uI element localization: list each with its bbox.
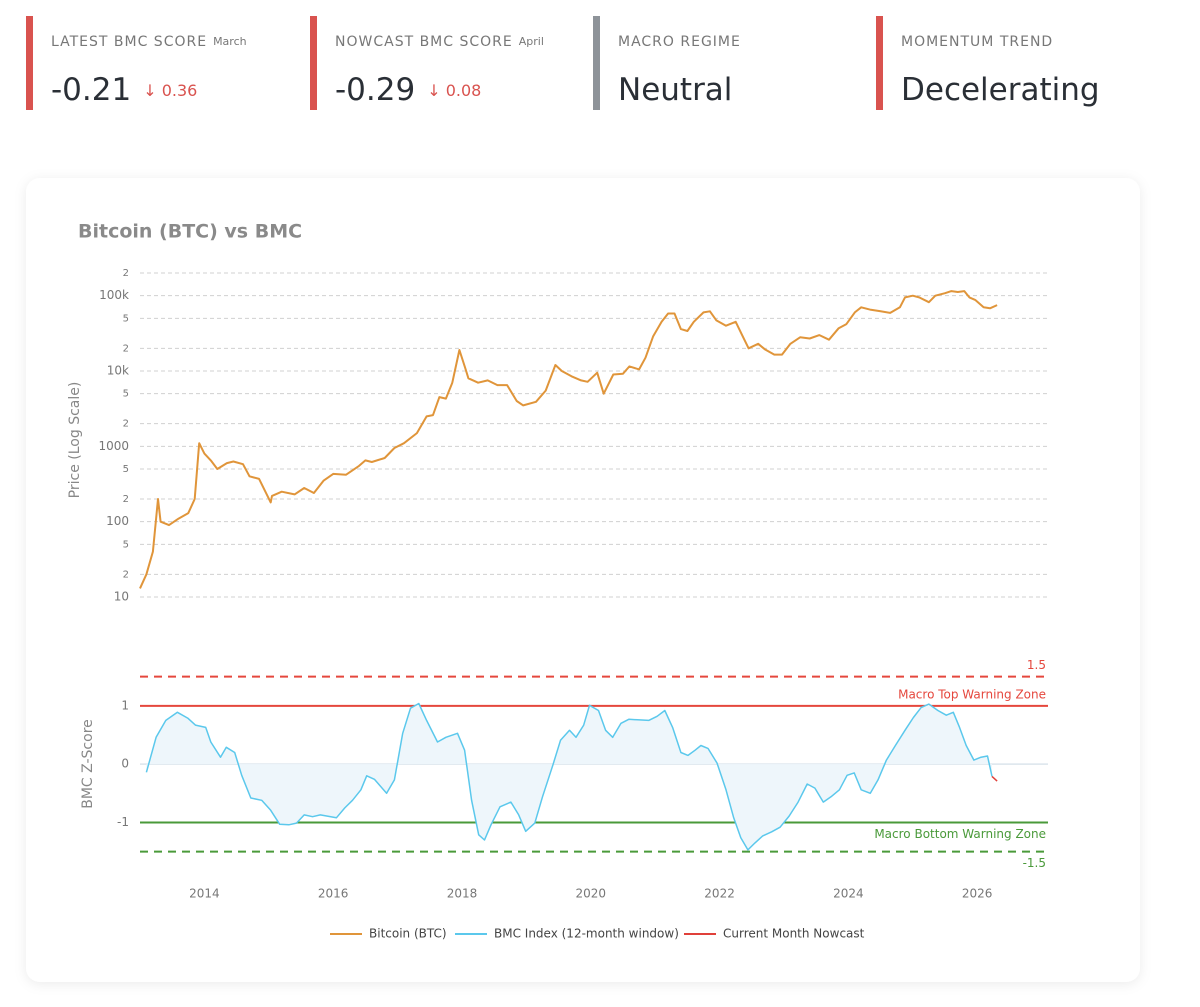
card-value: -0.29 ↓ 0.08 (335, 72, 481, 108)
card-period: March (213, 35, 247, 48)
card-value: Neutral (618, 72, 732, 108)
y-tick-label: 2 (123, 343, 129, 354)
card-label-text: LATEST BMC SCORE (51, 34, 207, 50)
x-tick-label: 2024 (833, 887, 864, 901)
line (145, 702, 993, 851)
y-tick-label: 100k (99, 288, 129, 302)
y-tick-label: 5 (123, 539, 129, 550)
card-change: ↓ 0.36 (143, 81, 197, 100)
area (146, 703, 992, 850)
card-change: ↓ 0.08 (427, 81, 481, 100)
y-tick-label: 0 (121, 757, 129, 771)
card-label: LATEST BMC SCORE March (51, 34, 247, 50)
line (991, 775, 998, 782)
reference-label: Macro Bottom Warning Zone (874, 827, 1046, 841)
y-tick-label: 10k (107, 364, 129, 378)
x-tick-label: 2020 (576, 887, 607, 901)
y-tick-label: 10 (114, 590, 129, 604)
x-tick-label: 2026 (962, 887, 993, 901)
y-tick-label: 5 (123, 313, 129, 324)
y-tick-label: 1 (121, 698, 129, 712)
y-tick-label: 2 (123, 494, 129, 505)
y-tick-label: 1000 (98, 439, 129, 453)
card-label-text: MACRO REGIME (618, 34, 741, 50)
x-tick-label: 2018 (447, 887, 478, 901)
y-tick-label: 2 (123, 569, 129, 580)
legend-label: Current Month Nowcast (723, 927, 865, 941)
card-label: MACRO REGIME (618, 34, 741, 50)
card-value-text: -0.21 (51, 72, 131, 108)
card-label: NOWCAST BMC SCORE April (335, 34, 544, 50)
card-label-text: NOWCAST BMC SCORE (335, 34, 513, 50)
card-value-text: Neutral (618, 72, 732, 108)
y-tick-label: 2 (123, 268, 129, 279)
line (139, 290, 998, 589)
reference-label: Macro Top Warning Zone (898, 687, 1046, 701)
x-tick-label: 2022 (704, 887, 735, 901)
card-accent (26, 16, 33, 110)
y-tick-label: -1 (117, 815, 129, 829)
chart-title: Bitcoin (BTC) vs BMC (78, 221, 302, 243)
y-tick-label: 5 (123, 464, 129, 475)
x-tick-label: 2014 (189, 887, 220, 901)
card-value: Decelerating (901, 72, 1100, 108)
card-label: MOMENTUM TREND (901, 34, 1053, 50)
y-tick-label: 2 (123, 419, 129, 430)
card-accent (310, 16, 317, 110)
y-tick-label: 5 (123, 389, 129, 400)
reference-label: -1.5 (1023, 856, 1046, 870)
y-tick-label: 100 (106, 514, 129, 528)
card-accent (593, 16, 600, 110)
reference-label: 1.5 (1027, 658, 1046, 672)
legend-label: Bitcoin (BTC) (369, 927, 447, 941)
legend-label: BMC Index (12-month window) (494, 927, 679, 941)
card-accent (876, 16, 883, 110)
card-value: -0.21 ↓ 0.36 (51, 72, 197, 108)
card-value-text: Decelerating (901, 72, 1100, 108)
card-label-text: MOMENTUM TREND (901, 34, 1053, 50)
card-value-text: -0.29 (335, 72, 415, 108)
x-tick-label: 2016 (318, 887, 349, 901)
y-axis-label: Price (Log Scale) (67, 382, 83, 499)
card-period: April (519, 35, 544, 48)
y-axis-label: BMC Z-Score (80, 719, 96, 809)
